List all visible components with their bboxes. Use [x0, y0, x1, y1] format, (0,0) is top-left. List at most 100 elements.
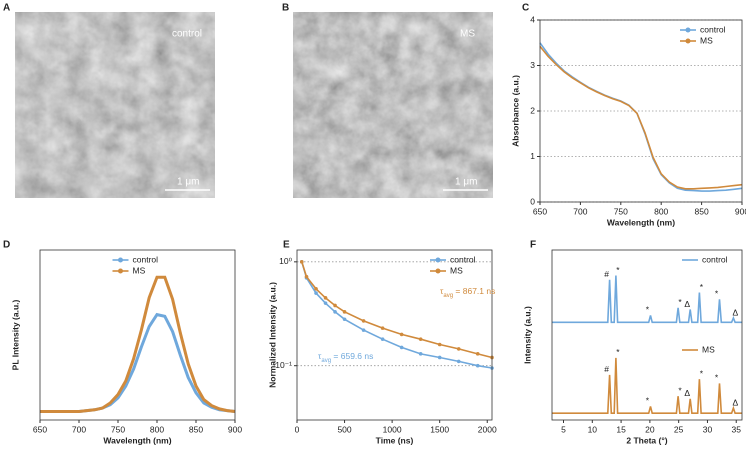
- data-point: [380, 337, 385, 341]
- x-tick-label: 850: [189, 424, 203, 434]
- x-tick-label: 900: [735, 206, 746, 216]
- peak-label: *: [715, 373, 719, 383]
- legend-marker: [435, 257, 441, 263]
- x-axis-label: Time (ns): [376, 435, 414, 445]
- x-tick-label: 900: [228, 424, 242, 434]
- peak-label: *: [616, 347, 620, 357]
- y-axis-label: Intensity (a.u.): [522, 306, 532, 364]
- peak-label: *: [646, 305, 650, 315]
- data-point: [304, 274, 309, 279]
- x-tick-label: 850: [695, 206, 709, 216]
- data-point: [475, 363, 480, 368]
- y-tick-label: 0: [530, 196, 535, 206]
- x-tick-label: 750: [614, 206, 628, 216]
- annotation-text: = 659.6 ns: [331, 351, 373, 361]
- series-line: [552, 357, 742, 414]
- peak-label: Δ: [684, 388, 690, 398]
- panel-letter: A: [3, 3, 10, 14]
- plot-frame: [539, 19, 743, 203]
- data-point: [399, 332, 404, 337]
- panel-letter: D: [3, 240, 10, 251]
- plot-frame: [39, 249, 236, 421]
- legend-marker: [118, 257, 123, 263]
- series-line: [40, 275, 236, 413]
- y-tick-label: 4: [530, 14, 535, 24]
- panel-letter: C: [522, 3, 529, 14]
- x-tick-label: 800: [654, 206, 668, 216]
- peak-label: #: [604, 364, 609, 374]
- x-tick-label: 10: [588, 424, 598, 434]
- x-tick-label: 20: [645, 424, 655, 434]
- data-point: [333, 310, 337, 314]
- plot-frame: [296, 249, 493, 421]
- x-tick-label: 1000: [383, 424, 402, 434]
- x-tick-label: 35: [732, 424, 742, 434]
- data-point: [456, 347, 461, 351]
- legend-marker: [435, 268, 441, 274]
- data-point: [437, 355, 442, 360]
- x-axis-label: Wavelength (nm): [103, 435, 171, 445]
- sem-image: [15, 12, 215, 198]
- x-tick-label: 2000: [478, 424, 497, 434]
- peak-label: *: [678, 385, 682, 395]
- peak-label: *: [715, 289, 719, 299]
- peak-label: *: [678, 297, 682, 307]
- x-tick-label: 500: [337, 424, 351, 434]
- y-tick-label: 10⁰: [279, 256, 292, 266]
- scale-bar-label: 1 μm: [455, 177, 477, 188]
- data-point: [314, 291, 318, 295]
- legend-label: MS: [450, 265, 463, 275]
- data-point: [380, 326, 385, 330]
- series-line: [301, 261, 493, 359]
- x-tick-label: 650: [533, 206, 547, 216]
- data-point: [299, 260, 304, 264]
- panel-letter: B: [282, 3, 289, 14]
- legend-marker: [118, 268, 123, 274]
- legend-label: control: [700, 24, 726, 34]
- data-point: [323, 301, 328, 305]
- annotation: τavg = 659.6 ns: [318, 351, 373, 363]
- legend-label: control: [133, 254, 159, 264]
- annotation: τavg = 867.1 ns: [440, 286, 495, 298]
- legend-marker: [685, 38, 691, 44]
- x-tick-label: 15: [616, 424, 626, 434]
- image-caption: control: [172, 29, 202, 40]
- x-axis-label: Wavelength (nm): [607, 217, 675, 227]
- x-tick-label: 0: [295, 424, 300, 434]
- panel-letter: F: [530, 240, 536, 251]
- series-line: [539, 45, 743, 190]
- x-tick-label: 800: [150, 424, 164, 434]
- legend-label: MS: [702, 344, 715, 354]
- peak-label: *: [700, 368, 704, 378]
- data-point: [399, 345, 404, 350]
- x-tick-label: 750: [111, 424, 125, 434]
- series-line: [552, 275, 742, 324]
- x-tick-label: 650: [33, 424, 47, 434]
- annotation-subscript: avg: [321, 358, 331, 364]
- peak-label: *: [616, 265, 620, 275]
- x-tick-label: 5: [561, 424, 566, 434]
- data-point: [361, 328, 366, 332]
- peak-label: #: [604, 269, 609, 279]
- data-point: [314, 287, 318, 291]
- data-point: [418, 337, 423, 341]
- peak-label: Δ: [733, 307, 739, 317]
- x-tick-label: 700: [573, 206, 587, 216]
- series-line: [40, 312, 236, 413]
- data-point: [342, 317, 347, 322]
- annotation-subscript: avg: [443, 293, 453, 299]
- data-point: [456, 359, 461, 364]
- x-tick-label: 30: [703, 424, 713, 434]
- peak-label: *: [646, 396, 650, 406]
- data-point: [418, 352, 423, 356]
- annotation-symbol: τ: [440, 286, 444, 296]
- panel-letter: E: [283, 240, 290, 251]
- peak-label: *: [700, 282, 704, 292]
- annotation-symbol: τ: [318, 351, 322, 361]
- data-point: [361, 319, 366, 323]
- y-tick-label: 1: [530, 151, 535, 161]
- series-line: [539, 42, 743, 192]
- data-point: [323, 296, 328, 300]
- y-axis-label: Normalized Intensity (a.u.): [267, 282, 277, 388]
